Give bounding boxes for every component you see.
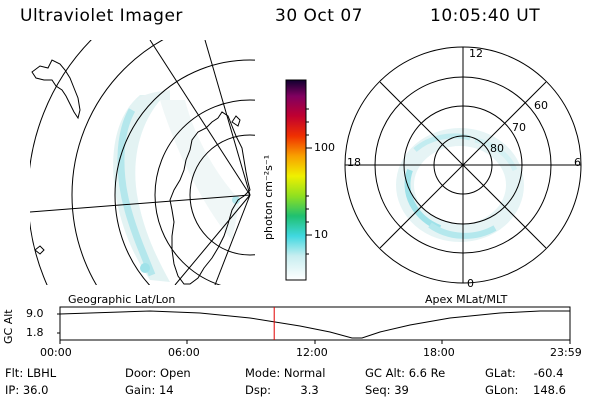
mlat-label-70: 70 bbox=[512, 121, 526, 134]
instrument-title: Ultraviolet Imager bbox=[20, 6, 183, 26]
mlt-label-18: 18 bbox=[347, 156, 361, 169]
altitude-axis-label: GC Alt bbox=[2, 309, 15, 344]
aurora-glow-left bbox=[113, 90, 240, 282]
geographic-map bbox=[30, 40, 255, 285]
altitude-tick-high: 9.0 bbox=[26, 307, 44, 320]
info-glat: GLat: -60.4 bbox=[485, 366, 564, 380]
colorbar-ticks bbox=[306, 108, 312, 255]
time-tick-0600: 06:00 bbox=[168, 346, 200, 359]
info-dsp: Dsp: 3.3 bbox=[245, 383, 319, 397]
mlt-label-6: 6 bbox=[574, 156, 581, 169]
altitude-curve bbox=[59, 310, 570, 339]
info-gc-alt: GC Alt: 6.6 Re bbox=[365, 366, 446, 380]
colorbar-tick-10: 10 bbox=[314, 228, 328, 241]
right-projection-label: Apex MLat/MLT bbox=[425, 293, 508, 306]
altitude-tick-low: 1.8 bbox=[26, 326, 44, 339]
mlt-label-0: 0 bbox=[467, 277, 474, 290]
time-tick-2359: 23:59 bbox=[550, 346, 582, 359]
altitude-plot bbox=[57, 306, 571, 344]
info-door: Door: Open bbox=[125, 366, 191, 380]
color-scale-bar bbox=[285, 79, 307, 281]
info-flt: Flt: LBHL bbox=[5, 366, 57, 380]
mlat-label-60: 60 bbox=[534, 99, 548, 112]
map-grid bbox=[30, 40, 255, 285]
left-projection-label: Geographic Lat/Lon bbox=[68, 293, 176, 306]
polar-mlat-plot bbox=[344, 46, 582, 284]
time-tick-1200: 12:00 bbox=[296, 346, 328, 359]
time-tick-0000: 00:00 bbox=[40, 346, 72, 359]
info-gain: Gain: 14 bbox=[125, 383, 174, 397]
colorbar-unit-label: photon cm⁻²s⁻¹ bbox=[262, 154, 275, 240]
observation-date: 30 Oct 07 bbox=[275, 6, 363, 26]
mlat-label-80: 80 bbox=[490, 142, 504, 155]
time-tick-1800: 18:00 bbox=[423, 346, 455, 359]
info-mode: Mode: Normal bbox=[245, 366, 326, 380]
colorbar-tick-100: 100 bbox=[314, 141, 335, 154]
info-ip: IP: 36.0 bbox=[5, 383, 49, 397]
observation-time: 10:05:40 UT bbox=[430, 6, 541, 26]
info-seq: Seq: 39 bbox=[365, 383, 409, 397]
mlt-label-12: 12 bbox=[469, 47, 483, 60]
coastlines bbox=[31, 59, 251, 285]
info-glon: GLon: 148.6 bbox=[485, 383, 566, 397]
